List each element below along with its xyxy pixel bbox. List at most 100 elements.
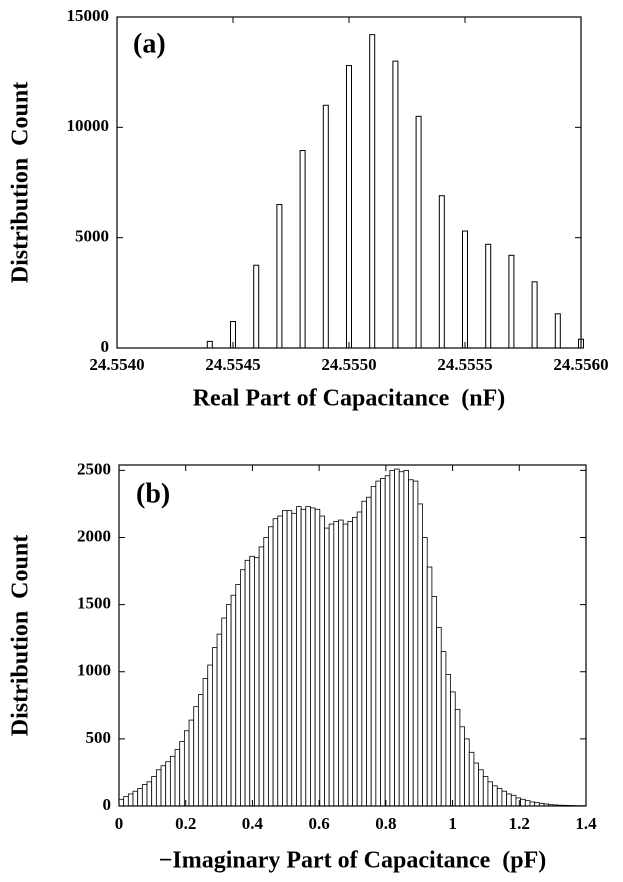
panel-annotation: (b) (136, 478, 170, 509)
y-tick-label: 5000 (75, 227, 109, 246)
histogram-bar (254, 557, 260, 807)
histogram-bar (300, 508, 307, 807)
histogram-bar (319, 515, 325, 807)
bar (206, 340, 213, 349)
histogram-bar (338, 519, 344, 807)
histogram-bar (211, 647, 218, 807)
bar (485, 243, 492, 349)
histogram-bar (487, 781, 493, 807)
histogram-bar (454, 708, 461, 807)
histogram-bar (352, 516, 358, 807)
histogram-bar (249, 555, 255, 807)
y-tick-label: 2500 (77, 459, 111, 478)
histogram-bar (375, 480, 381, 807)
bar (438, 195, 445, 349)
y-tick-label: 10000 (67, 116, 110, 135)
histogram-bar (277, 515, 283, 807)
histogram-bar (529, 801, 536, 807)
histogram-bar (188, 719, 195, 807)
histogram-bar (408, 479, 414, 807)
histogram-bar (366, 496, 372, 807)
histogram-bar (440, 651, 447, 807)
histogram-bar (244, 559, 251, 807)
histogram-bar (127, 793, 134, 807)
x-tick-label: 24.5545 (205, 355, 260, 374)
histogram-bar (258, 546, 265, 807)
histogram-bar (412, 480, 419, 807)
x-tick-label: 1.4 (575, 814, 597, 833)
y-tick-label: 2000 (77, 526, 111, 545)
y-tick-label: 1500 (77, 594, 111, 613)
axes-frame (118, 464, 587, 807)
y-tick-label: 0 (101, 337, 110, 356)
histogram-bar (520, 798, 526, 807)
histogram-bar (417, 503, 423, 807)
histogram-bar (310, 507, 316, 807)
histogram-bar (394, 468, 400, 807)
y-tick-label: 0 (103, 795, 112, 814)
bar (392, 60, 399, 349)
histogram-bar (155, 769, 162, 807)
bar (554, 313, 561, 349)
histogram-bar (426, 566, 433, 807)
histogram-bar (496, 788, 503, 807)
bar (462, 230, 468, 349)
histogram-bar (216, 633, 223, 807)
histogram-bar (380, 478, 386, 807)
histogram-bar (197, 694, 204, 807)
x-tick-label: 24.5555 (437, 355, 492, 374)
histogram-bar (468, 751, 475, 807)
histogram-bar (459, 726, 465, 807)
histogram-bar (347, 520, 353, 807)
histogram-bar (123, 796, 129, 807)
histogram-bar (422, 537, 428, 807)
histogram-bar (501, 790, 508, 807)
histogram-bar (193, 706, 199, 807)
histogram-bar (272, 518, 279, 807)
histogram-bar (333, 520, 339, 807)
histogram-bar (132, 790, 139, 807)
histogram-bar (356, 511, 363, 807)
histogram-bar (398, 471, 405, 807)
histogram-bar (221, 617, 227, 807)
histogram-bar (183, 730, 190, 807)
histogram-bar (450, 691, 456, 807)
histogram-bar (478, 769, 484, 807)
x-tick-label: 0 (115, 814, 124, 833)
bar (253, 264, 260, 349)
histogram-bar (482, 776, 489, 807)
histogram-bar (235, 584, 241, 807)
histogram-bar (118, 798, 125, 807)
x-tick-label: 24.5550 (321, 355, 376, 374)
histogram-bar (515, 797, 522, 807)
histogram-bar (240, 569, 246, 807)
x-axis-label: −Imaginary Part of Capacitance (pF) (159, 848, 547, 874)
y-axis-label: Distribution Count (8, 82, 34, 283)
panel-annotation: (a) (133, 28, 166, 59)
histogram-bar (464, 738, 470, 807)
x-tick-label: 1 (448, 814, 457, 833)
x-tick-label: 1.2 (509, 814, 530, 833)
histogram-bar (179, 741, 185, 807)
histogram-bar (436, 627, 442, 807)
histogram-bar (324, 527, 330, 807)
x-axis-label: Real Part of Capacitance (nF) (193, 386, 506, 412)
histogram-bar (361, 500, 367, 807)
histogram-bar (510, 794, 517, 807)
bar (299, 150, 306, 349)
bar (346, 65, 352, 349)
histogram-bar (286, 510, 293, 807)
histogram-bar (169, 755, 176, 807)
bar (531, 281, 538, 349)
histogram-bar (137, 788, 143, 807)
histogram-bar (403, 469, 409, 807)
histogram-bar (174, 749, 181, 807)
histogram-bar (230, 594, 237, 807)
histogram-bar (305, 506, 311, 807)
x-tick-label: 0.6 (309, 814, 330, 833)
histogram-bar (291, 512, 297, 807)
histogram-bar (342, 523, 349, 807)
histogram-bar (207, 664, 213, 807)
histogram-bar (389, 469, 395, 807)
